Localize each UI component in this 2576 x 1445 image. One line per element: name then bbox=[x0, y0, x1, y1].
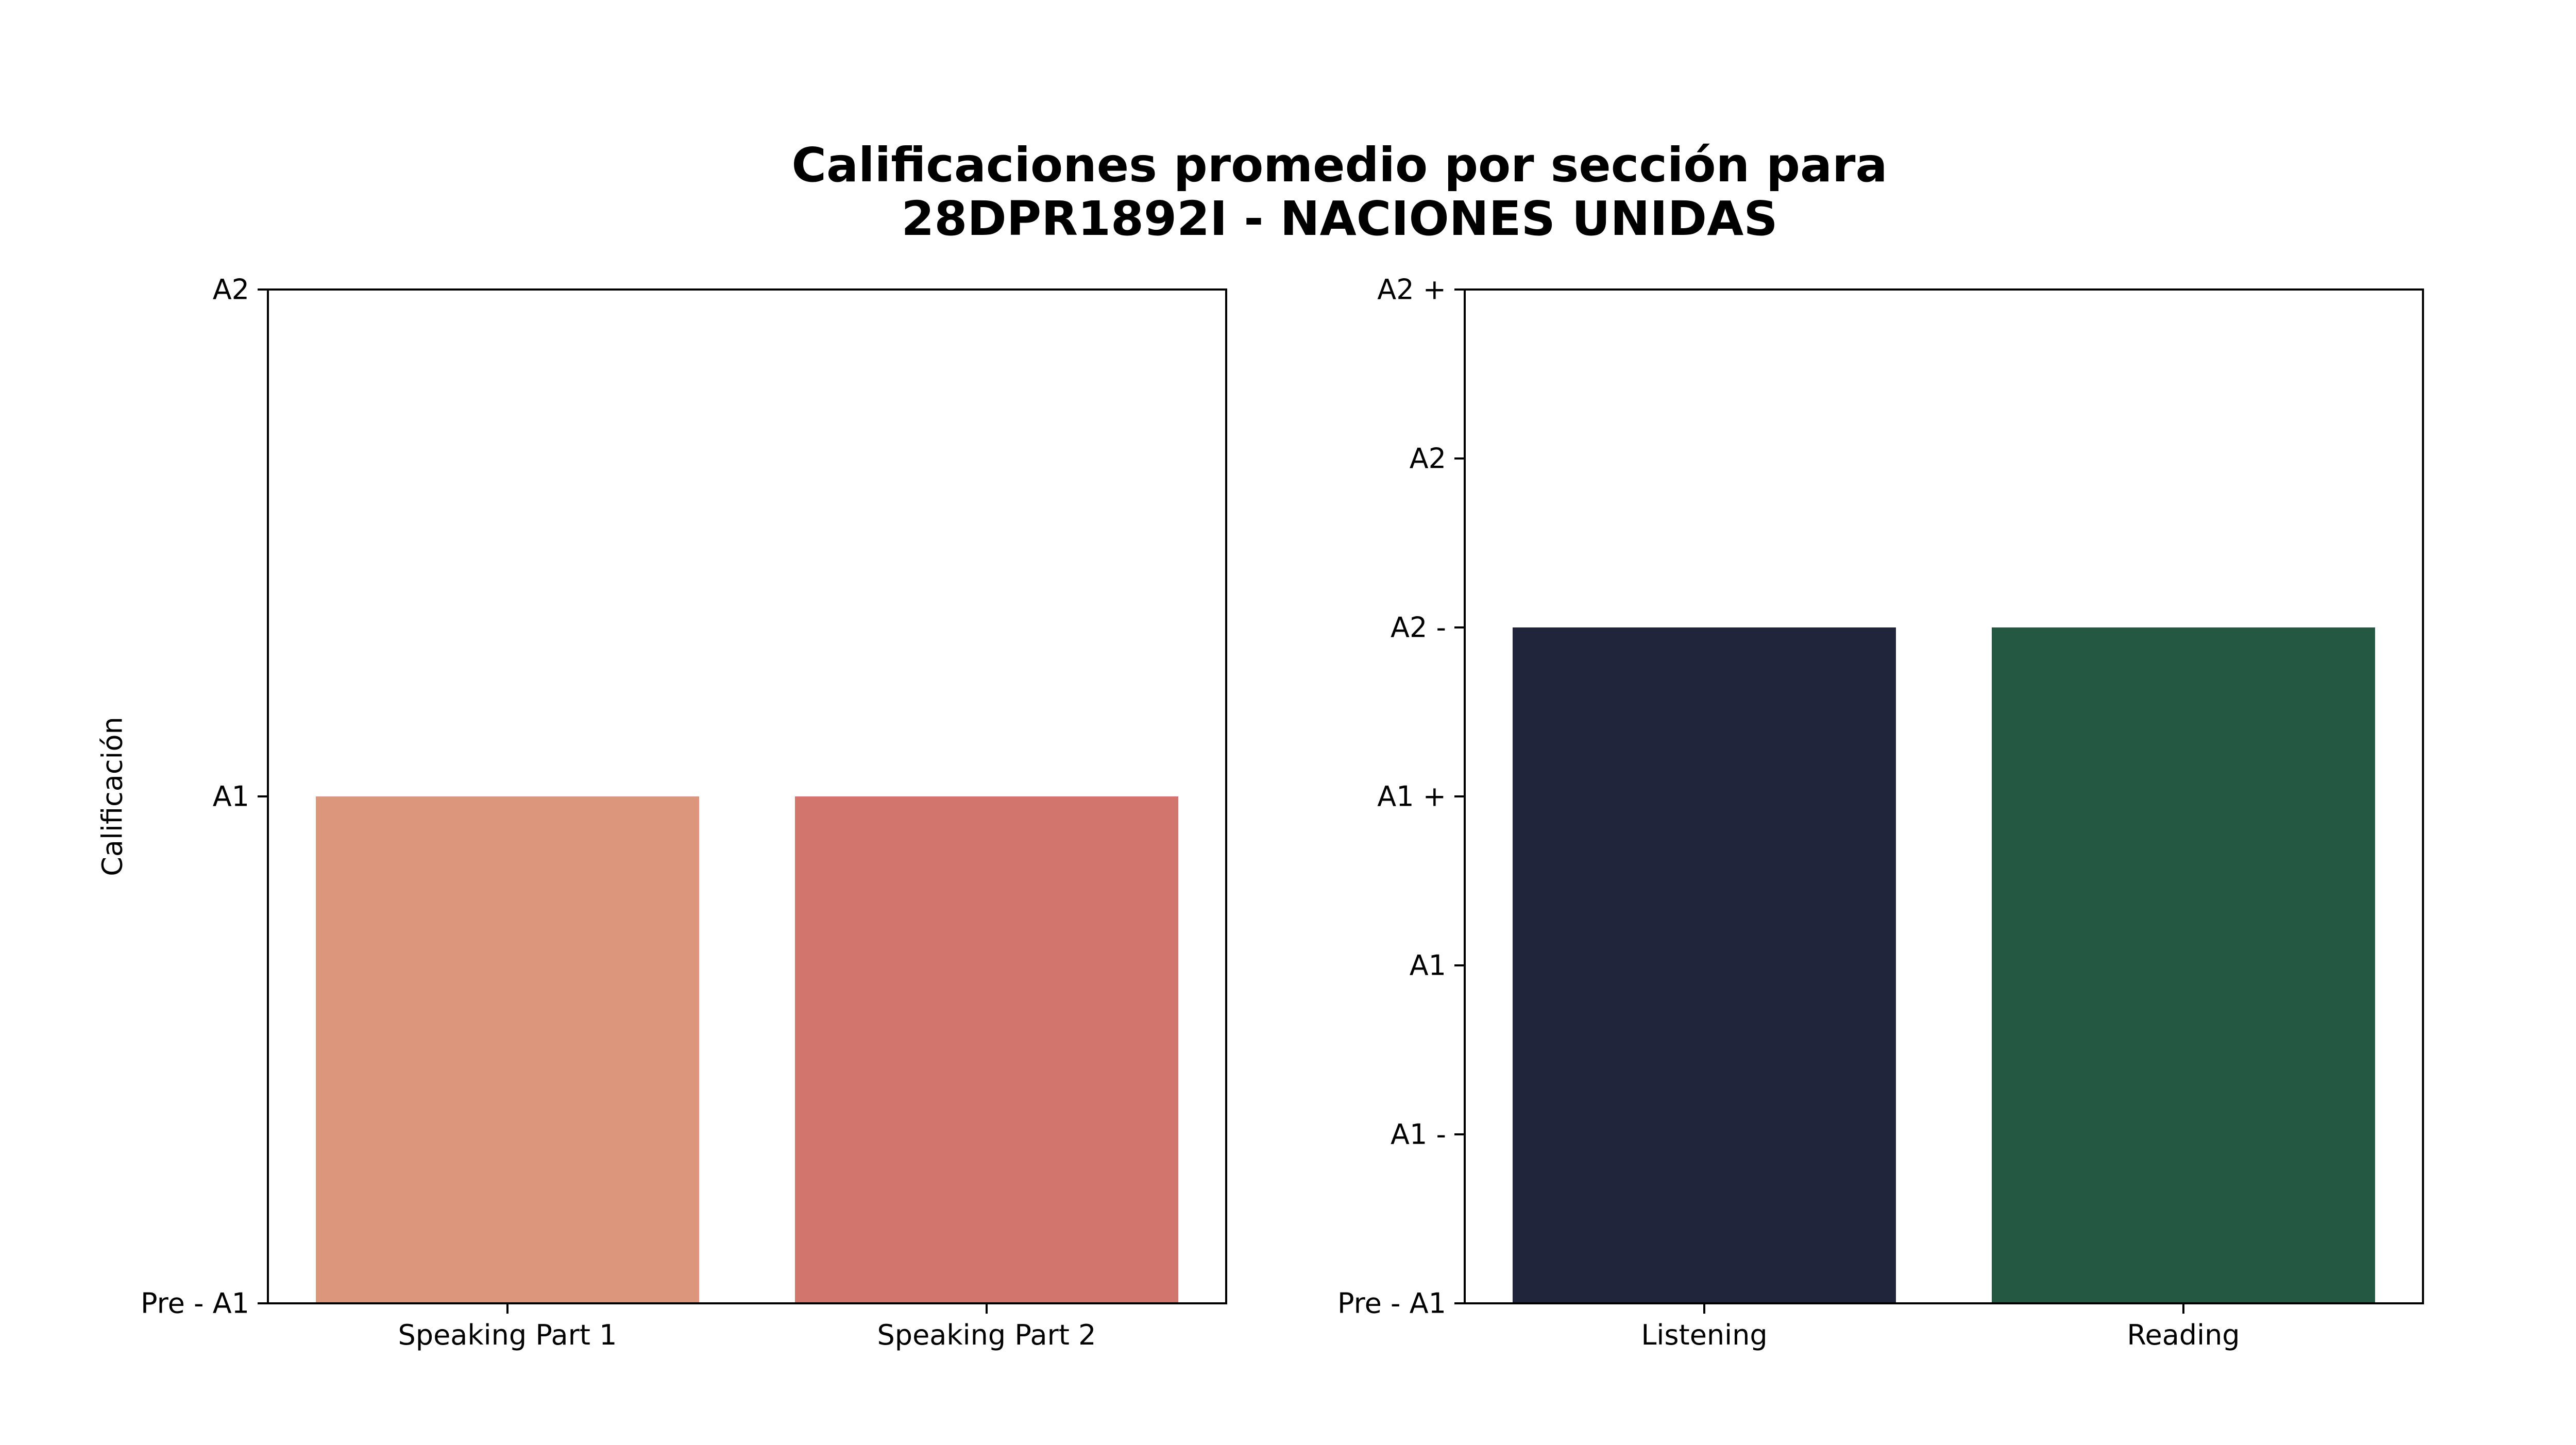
y-tick-label: A2 + bbox=[1377, 274, 1446, 306]
bar-reading bbox=[1992, 627, 2375, 1303]
bar-listening bbox=[1513, 627, 1896, 1303]
chart-panel-2: Pre - A1 A1 - A1 A1 + A2 - A2 A2 + Listening Rea… bbox=[1337, 274, 2424, 1351]
y-tick-label: Pre - A1 bbox=[1337, 1287, 1446, 1320]
chart-panel-1: Pre - A1 A1 A2 Speaking Part 1 Speaking Part… bbox=[96, 274, 1227, 1351]
y-tick-label: Pre - A1 bbox=[141, 1287, 249, 1320]
y-tick-label: A2 bbox=[1410, 443, 1446, 475]
y-tick-label: A1 - bbox=[1391, 1118, 1446, 1151]
x-tick-label: Speaking Part 1 bbox=[398, 1319, 617, 1351]
y-tick-label: A2 - bbox=[1391, 611, 1446, 644]
y-tick-label: A1 bbox=[213, 780, 249, 813]
y-axis-label: Calificación bbox=[96, 717, 129, 876]
x-tick-label: Reading bbox=[2127, 1319, 2240, 1351]
bar-speaking-part-2 bbox=[795, 796, 1178, 1303]
chart-title-line-1: Calificaciones promedio por sección para bbox=[791, 138, 1887, 193]
chart-title-line-2: 28DPR1892I - NACIONES UNIDAS bbox=[901, 191, 1777, 246]
x-tick-label: Speaking Part 2 bbox=[877, 1319, 1096, 1351]
y-tick-label: A1 + bbox=[1377, 780, 1446, 813]
bar-speaking-part-1 bbox=[316, 796, 699, 1303]
y-tick-label: A2 bbox=[213, 274, 249, 306]
y-tick-label: A1 bbox=[1410, 949, 1446, 982]
x-tick-label: Listening bbox=[1641, 1319, 1767, 1351]
chart-panels: Pre - A1 A1 A2 Speaking Part 1 Speaking Part… bbox=[96, 274, 2424, 1351]
